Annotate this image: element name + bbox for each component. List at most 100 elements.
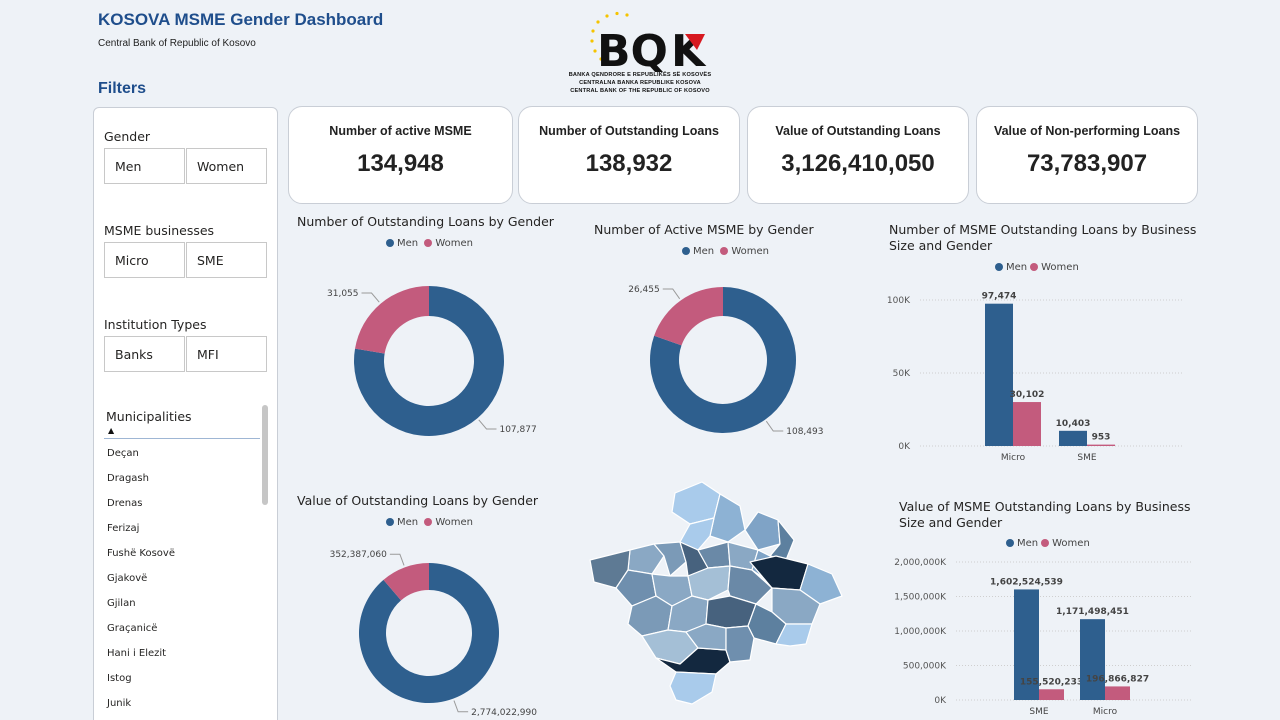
donut-slice-men[interactable] [359, 563, 499, 703]
bar-men-micro[interactable] [1080, 619, 1105, 700]
y-tick-label: 500,000K [903, 662, 947, 672]
municipality-item[interactable]: Gjilan [107, 598, 136, 609]
donut-slice-women[interactable] [383, 563, 429, 601]
msme-filter-label: MSME businesses [104, 223, 215, 238]
donut-slice-men[interactable] [354, 286, 504, 436]
map-region[interactable] [669, 671, 717, 705]
page-subtitle: Central Bank of Republic of Kosovo [98, 38, 256, 49]
logo-line-1: BANKA QENDRORE E REPUBLIKËS SË KOSOVËS [568, 72, 712, 78]
legend-women-label: Women [435, 517, 473, 528]
donut-slice-men[interactable] [650, 287, 796, 433]
municipality-item[interactable]: Graçanicë [107, 623, 158, 634]
legend-women-dot [424, 517, 433, 526]
donut-slice-women[interactable] [654, 287, 723, 346]
x-tick-label: SME [1029, 707, 1048, 717]
municipalities-header[interactable]: Municipalities [106, 409, 192, 424]
kpi-card-non-performing: Value of Non-performing Loans 73,783,907 [976, 106, 1198, 204]
msme-sme-button[interactable]: SME [186, 242, 267, 278]
leader-line [361, 292, 380, 303]
bar-women-micro[interactable] [1013, 402, 1041, 446]
bar-men-sme[interactable] [1059, 430, 1087, 446]
kpi-label: Number of Outstanding Loans [539, 124, 719, 138]
municipalities-scrollbar[interactable] [262, 405, 268, 505]
legend-women-dot [1030, 262, 1039, 271]
bar-data-label: 155,520,233 [1020, 677, 1083, 687]
map-region[interactable] [679, 517, 715, 551]
municipality-item[interactable]: Junik [107, 698, 132, 709]
institution-banks-button[interactable]: Banks [104, 336, 185, 372]
municipality-item[interactable]: Drenas [107, 498, 143, 509]
donut-slice-women[interactable] [355, 286, 429, 354]
legend-men-dot [682, 246, 690, 255]
leader-line [478, 419, 497, 430]
map-region[interactable] [799, 563, 843, 605]
legend-women-dot [720, 246, 729, 255]
y-tick-label: 1,500,000K [894, 593, 947, 603]
leader-line [765, 420, 784, 432]
bar-men-sme[interactable] [1014, 589, 1039, 700]
legend-men-dot [995, 262, 1003, 271]
bar-data-label: 1,602,524,539 [990, 577, 1063, 587]
leader-line [662, 288, 681, 300]
donut-data-label: 352,387,060 [330, 550, 388, 560]
chart-title-active-msme-by-gender: Number of Active MSME by Gender [594, 222, 814, 237]
municipalities-divider [104, 438, 260, 439]
y-tick-label: 1,000,000K [894, 627, 947, 637]
chart-title-value-by-gender: Value of Outstanding Loans by Gender [297, 493, 539, 508]
kosovo-municipality-map[interactable] [580, 478, 860, 708]
donut-data-label: 26,455 [628, 285, 660, 295]
donut-data-label: 107,877 [499, 425, 536, 435]
gender-women-button[interactable]: Women [186, 148, 267, 184]
municipality-item[interactable]: Fushë Kosovë [107, 548, 175, 559]
bar-data-label: 1,171,498,451 [1056, 607, 1129, 617]
gender-men-button[interactable]: Men [104, 148, 185, 184]
kpi-value: 134,948 [357, 150, 444, 177]
kpi-value: 3,126,410,050 [781, 150, 935, 177]
bar-data-label: 97,474 [982, 292, 1017, 302]
donut-data-label: 108,493 [786, 427, 823, 437]
legend-men-label: Men [693, 246, 715, 257]
kpi-label: Value of Outstanding Loans [775, 124, 941, 138]
bar-women-sme[interactable] [1087, 444, 1115, 446]
municipality-item[interactable]: Gjakovë [107, 573, 148, 584]
legend-men-label: Men [397, 238, 419, 249]
gender-filter-label: Gender [104, 129, 151, 144]
svg-text:K: K [671, 26, 707, 72]
bar-data-label: 10,403 [1056, 419, 1091, 429]
leader-line [453, 700, 469, 713]
map-region[interactable] [725, 625, 755, 663]
kpi-label: Number of active MSME [329, 124, 472, 138]
bar-men-micro[interactable] [985, 303, 1013, 446]
logo-mark: BQ K [590, 11, 707, 77]
kpi-card-outstanding-loans: Number of Outstanding Loans 138,932 [518, 106, 740, 204]
bar-data-label: 953 [1092, 433, 1111, 443]
legend-men-label: Men [1017, 538, 1039, 549]
map-region[interactable] [744, 511, 781, 551]
legend-women-dot [424, 238, 433, 247]
municipality-item[interactable]: Deçan [107, 448, 139, 459]
msme-micro-button[interactable]: Micro [104, 242, 185, 278]
logo-line-2: CENTRALNA BANKA REPUBLIKE KOSOVA [579, 80, 701, 86]
kpi-label: Value of Non-performing Loans [993, 124, 1181, 138]
y-tick-label: 0K [934, 696, 947, 706]
municipality-item[interactable]: Hani i Elezit [107, 648, 167, 659]
map-region[interactable] [653, 541, 687, 577]
y-tick-label: 100K [887, 296, 911, 306]
institution-mfi-button[interactable]: MFI [186, 336, 267, 372]
x-tick-label: Micro [1001, 453, 1026, 463]
bar-women-micro[interactable] [1105, 686, 1130, 700]
sort-ascending-icon[interactable]: ▲ [108, 426, 115, 435]
municipality-item[interactable]: Dragash [107, 473, 149, 484]
legend-men-dot [386, 238, 394, 247]
bar-data-label: 30,102 [1010, 390, 1045, 400]
map-region[interactable] [775, 623, 813, 647]
municipality-item[interactable]: Ferizaj [107, 523, 140, 534]
leader-line [389, 553, 405, 566]
municipality-item[interactable]: Istog [107, 673, 132, 684]
legend-men-label: Men [1006, 262, 1028, 273]
kpi-card-active-msme: Number of active MSME 134,948 [288, 106, 513, 204]
bar-women-sme[interactable] [1039, 689, 1064, 700]
y-tick-label: 0K [898, 442, 911, 452]
donut-chart-value-by-gender: 2,774,022,990 352,387,060 [330, 550, 538, 718]
